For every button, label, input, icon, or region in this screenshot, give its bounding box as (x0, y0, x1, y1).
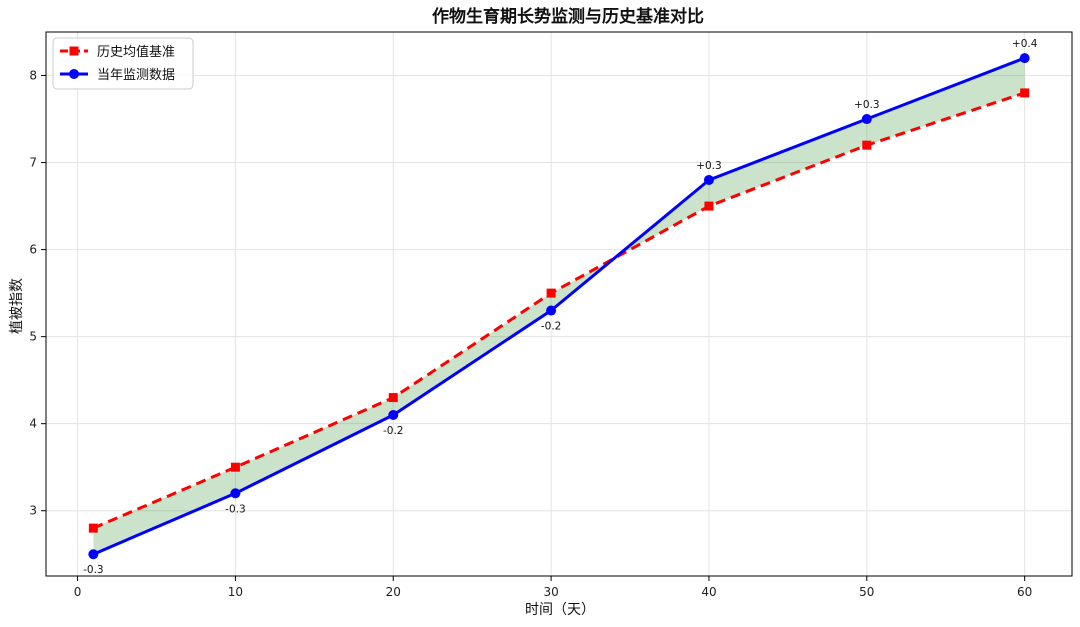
legend-label: 历史均值基准 (97, 44, 175, 60)
x-axis-label: 时间（天） (525, 602, 595, 618)
y-tick-label: 7 (29, 156, 37, 170)
y-tick-label: 8 (29, 69, 37, 83)
baseline-point (88, 523, 98, 533)
difference-label: -0.3 (83, 564, 104, 576)
baseline-point (862, 140, 872, 150)
baseline-point (1020, 88, 1030, 98)
fill-segment (93, 467, 236, 555)
difference-label: -0.2 (541, 321, 562, 333)
baseline-point (388, 393, 398, 403)
current-point (546, 305, 557, 316)
fill-segment (393, 293, 552, 415)
difference-label: -0.3 (225, 503, 246, 515)
chart-title: 作物生育期长势监测与历史基准对比 (432, 6, 704, 27)
x-tick-label: 30 (543, 585, 558, 599)
baseline-point (704, 201, 714, 211)
legend-swatch-marker (69, 69, 79, 79)
difference-fill (93, 58, 1025, 555)
fill-segment (866, 58, 1025, 146)
difference-label: +0.4 (1012, 38, 1038, 50)
x-tick-label: 60 (1017, 585, 1032, 599)
fill-segment (235, 397, 394, 494)
plot-frame (45, 31, 1073, 577)
current-point (88, 549, 99, 560)
current-point (1019, 53, 1030, 64)
x-tick-label: 0 (74, 585, 82, 599)
series-group (88, 53, 1030, 560)
difference-label: +0.3 (854, 99, 880, 111)
y-tick-label: 6 (29, 243, 37, 257)
x-tick-label: 40 (701, 585, 716, 599)
difference-label: -0.2 (383, 425, 404, 437)
x-tick-label: 20 (386, 585, 401, 599)
current-point (230, 488, 241, 499)
y-tick-label: 5 (29, 330, 37, 344)
legend-swatch-marker (69, 46, 79, 56)
x-tick-label: 10 (228, 585, 243, 599)
current-point (703, 174, 714, 185)
legend-label: 当年监测数据 (97, 68, 175, 83)
baseline-point (230, 462, 240, 472)
difference-label: +0.3 (696, 160, 722, 172)
fill-segment (709, 119, 867, 207)
difference-labels: -0.3 -0.3 -0.2 -0.2 +0.3 +0.3 +0.4 (83, 38, 1038, 576)
current-point (388, 409, 399, 420)
current-point (861, 114, 872, 125)
y-axis-label: 植被指数 (9, 278, 25, 334)
y-tick-label: 4 (29, 417, 37, 431)
baseline-point (546, 288, 556, 298)
y-tick-label: 3 (29, 504, 37, 518)
x-tick-label: 50 (859, 585, 874, 599)
ticks: 0 10 20 30 40 50 60 3 4 5 6 7 8 (29, 69, 1032, 599)
